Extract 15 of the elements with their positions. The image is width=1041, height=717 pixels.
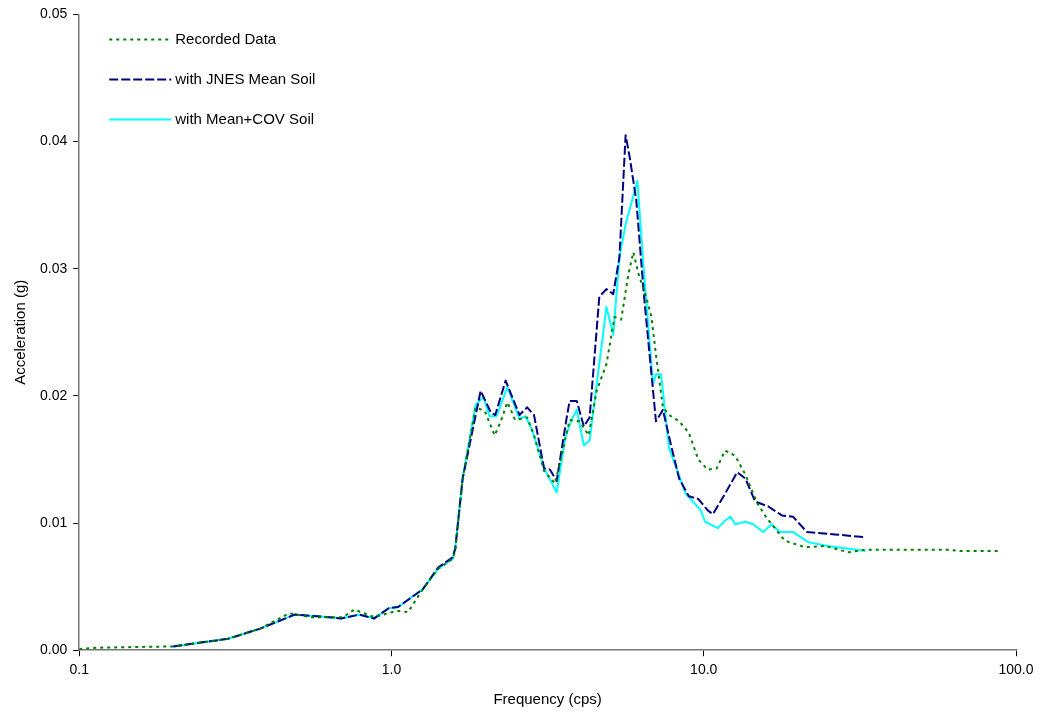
x-tick-label: 1.0 [381,661,402,678]
y-axis-title: Acceleration (g) [11,279,29,385]
y-tick-label: 0.05 [40,5,68,22]
x-axis-title: Frequency (cps) [493,690,602,708]
x-tick-label: 10.0 [690,661,718,678]
legend-label: Recorded Data [175,29,277,47]
y-tick-label: 0.03 [40,259,68,276]
legend-label: with Mean+COV Soil [174,109,315,127]
legend-label: with JNES Mean Soil [174,69,316,87]
x-tick-label: 100.0 [998,661,1034,678]
y-tick-label: 0.00 [40,641,68,658]
y-tick-label: 0.04 [40,132,68,149]
x-tick-label: 0.1 [69,661,90,678]
y-tick-label: 0.02 [40,386,68,403]
y-tick-label: 0.01 [40,513,68,530]
